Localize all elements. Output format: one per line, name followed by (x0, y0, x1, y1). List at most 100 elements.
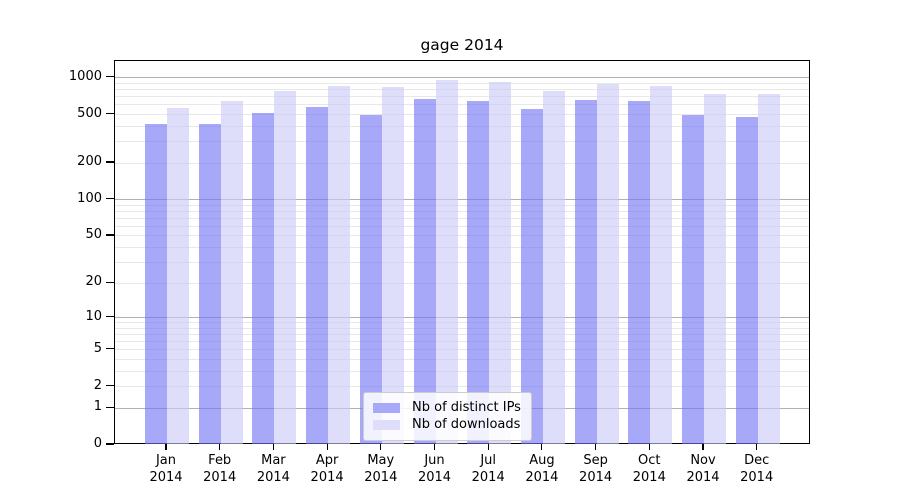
x-tick-mark (756, 444, 758, 450)
legend-swatch-distinct-ips (373, 402, 400, 413)
y-tick-mark (106, 281, 114, 283)
legend-swatch-downloads (373, 419, 400, 430)
y-tick-label: 100 (77, 190, 102, 206)
y-tick-label: 50 (85, 226, 102, 242)
bar-dec-downloads (757, 94, 780, 444)
bar-dec-distinct-ips (735, 117, 758, 444)
minor-gridline (115, 125, 809, 127)
bar-nov-downloads (704, 94, 726, 444)
minor-gridline (115, 349, 809, 351)
minor-gridline (115, 96, 809, 98)
major-gridline (115, 317, 809, 319)
legend-label-distinct-ips: Nb of distinct IPs (412, 400, 521, 415)
x-tick-label-nov: Nov 2014 (686, 453, 720, 485)
x-tick-label-oct: Oct 2014 (632, 453, 666, 485)
x-tick-mark (648, 444, 650, 450)
minor-gridline (115, 261, 809, 263)
bar-oct-distinct-ips (628, 101, 651, 444)
y-tick-label: 10 (85, 308, 102, 324)
y-tick-mark (106, 406, 114, 408)
y-tick-label: 5 (93, 340, 102, 356)
major-gridline (115, 199, 809, 201)
minor-gridline (115, 162, 809, 164)
x-tick-mark (487, 444, 489, 450)
gridlines (115, 61, 809, 443)
minor-gridline (115, 104, 809, 106)
y-tick-mark (106, 443, 114, 445)
legend: Nb of distinct IPs Nb of downloads (363, 392, 532, 441)
y-tick-label: 2 (93, 377, 102, 393)
minor-gridline (115, 114, 809, 116)
minor-gridline (115, 210, 809, 212)
x-tick-mark (433, 444, 436, 450)
x-tick-mark (541, 444, 543, 450)
x-tick-label-may: May 2014 (364, 453, 398, 485)
bar-apr-downloads (328, 86, 351, 444)
minor-gridline (115, 341, 809, 343)
x-tick-label-apr: Apr 2014 (310, 453, 344, 485)
bar-jun-downloads (435, 79, 458, 444)
minor-gridline (115, 370, 809, 372)
bar-jul-downloads (489, 81, 512, 444)
bar-jan-downloads (167, 107, 189, 444)
x-tick-label-mar: Mar 2014 (256, 453, 290, 485)
bar-feb-downloads (220, 101, 243, 444)
bar-sep-downloads (596, 84, 619, 444)
y-tick-label: 1000 (68, 68, 102, 84)
bar-may-downloads (381, 86, 404, 444)
y-tick-mark (106, 76, 114, 78)
minor-gridline (115, 282, 809, 284)
bar-aug-downloads (542, 90, 565, 444)
y-tick-label: 0 (93, 436, 102, 451)
plot-area: Nb of distinct IPs Nb of downloads (114, 60, 810, 444)
bar-sep-distinct-ips (574, 99, 597, 444)
minor-gridline (115, 358, 809, 360)
bar-aug-distinct-ips (520, 109, 543, 444)
x-tick-mark (272, 444, 274, 450)
x-tick-mark (595, 444, 597, 450)
minor-gridline (115, 82, 809, 84)
x-tick-mark (165, 444, 167, 450)
y-tick-mark (106, 112, 114, 115)
legend-label-downloads: Nb of downloads (412, 417, 521, 432)
x-tick-label-dec: Dec 2014 (740, 453, 774, 485)
legend-item-distinct-ips: Nb of distinct IPs (373, 400, 521, 415)
x-tick-mark (219, 444, 221, 450)
bar-nov-distinct-ips (682, 114, 704, 444)
y-tick-mark (106, 198, 114, 200)
x-tick-label-jan: Jan 2014 (149, 453, 183, 485)
minor-gridline (115, 333, 809, 335)
y-tick-mark (106, 348, 114, 350)
minor-gridline (115, 247, 809, 249)
minor-gridline (115, 89, 809, 91)
minor-gridline (115, 322, 809, 324)
bar-oct-downloads (650, 85, 673, 444)
minor-gridline (115, 217, 809, 219)
minor-gridline (115, 141, 809, 143)
minor-gridline (115, 386, 809, 388)
minor-gridline (115, 204, 809, 206)
bar-mar-distinct-ips (252, 112, 275, 444)
y-tick-mark (106, 234, 114, 236)
y-tick-label: 500 (77, 105, 102, 121)
x-tick-label-jun: Jun 2014 (417, 453, 452, 485)
y-tick-mark (106, 161, 114, 163)
chart-title: gage 2014 (420, 36, 504, 54)
x-tick-mark (380, 444, 382, 450)
y-tick-mark (106, 385, 114, 387)
minor-gridline (115, 225, 809, 227)
y-tick-label: 200 (77, 154, 102, 170)
bar-apr-distinct-ips (306, 107, 329, 444)
bars-layer (115, 61, 809, 444)
x-tick-label-sep: Sep 2014 (579, 453, 613, 485)
y-tick-mark (106, 315, 114, 318)
x-tick-label-jul: Jul 2014 (471, 453, 505, 485)
x-tick-mark (326, 444, 328, 450)
x-tick-label-feb: Feb 2014 (203, 453, 237, 485)
bar-may-distinct-ips (359, 114, 382, 444)
bar-mar-downloads (274, 91, 297, 444)
bar-jan-distinct-ips (145, 123, 167, 444)
bar-jun-distinct-ips (413, 99, 436, 444)
y-tick-label: 20 (85, 274, 102, 290)
